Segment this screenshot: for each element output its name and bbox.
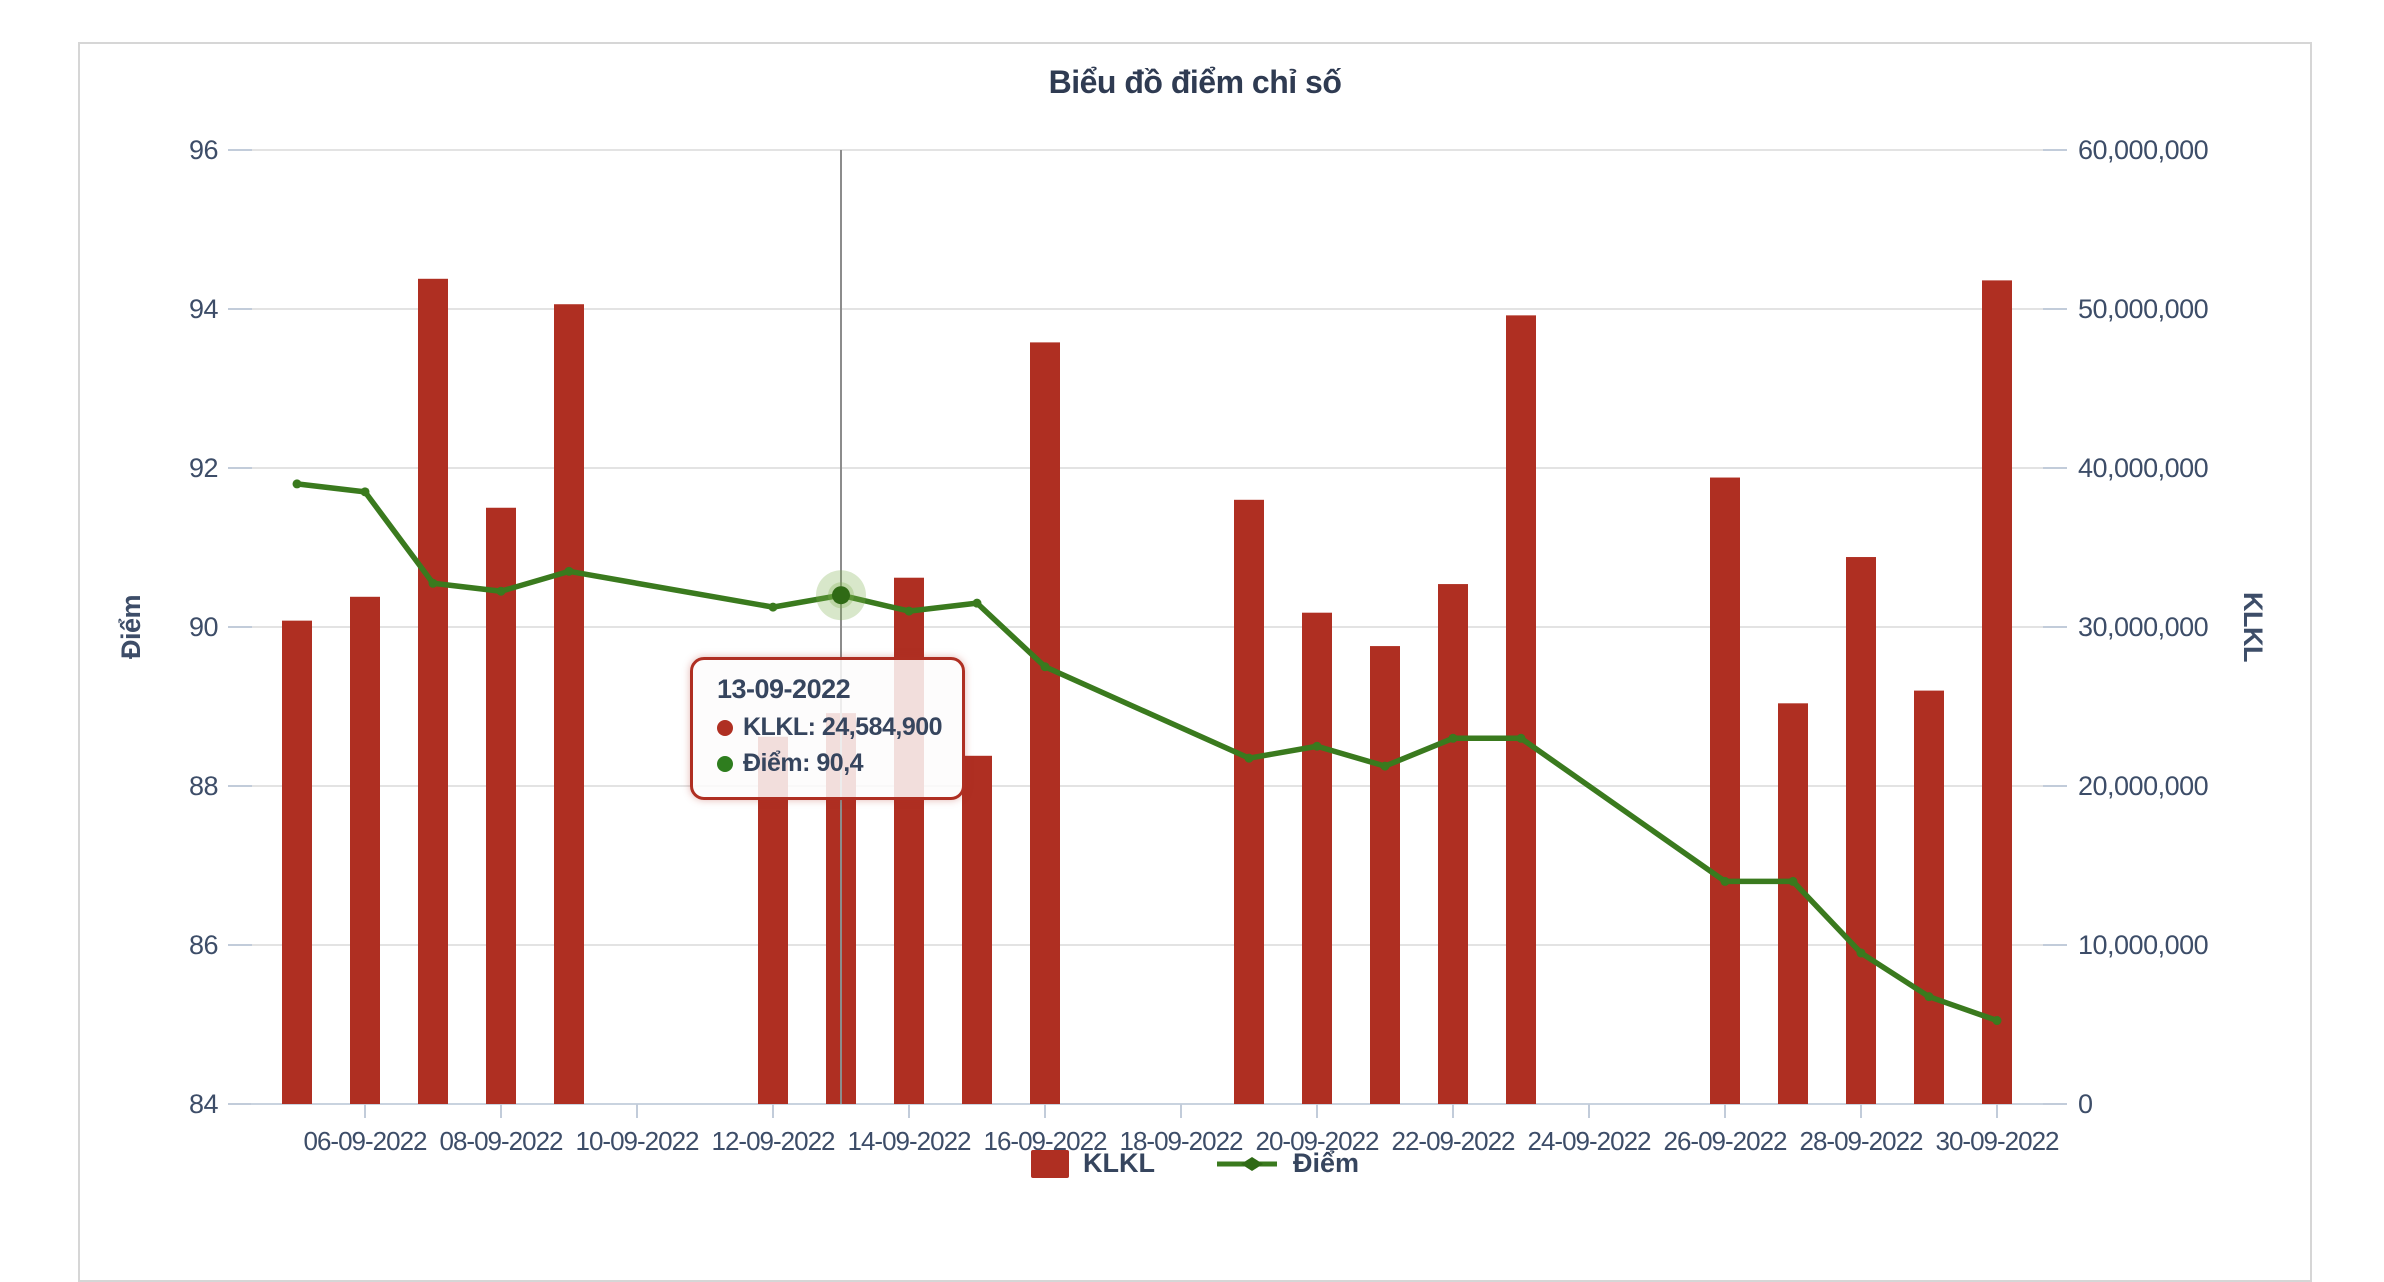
bar-19-09-2022[interactable] (1234, 499, 1264, 1104)
diem-point-15-09-2022[interactable] (972, 598, 982, 608)
diem-point-23-09-2022[interactable] (1516, 733, 1526, 743)
bar-22-09-2022[interactable] (1438, 584, 1468, 1104)
klkl-swatch-icon (1030, 1149, 1069, 1178)
right-tick-label: 40,000,000 (2078, 453, 2208, 483)
left-tick-label: 96 (189, 135, 218, 165)
tooltip-diem-value: Điểm: 90,4 (743, 749, 864, 777)
bar-23-09-2022[interactable] (1506, 315, 1536, 1104)
diem-point-19-09-2022[interactable] (1244, 753, 1254, 763)
x-tick-label: 12-09-2022 (712, 1126, 836, 1156)
right-tick-label: 0 (2078, 1089, 2093, 1119)
x-tick-label: 22-09-2022 (1392, 1126, 1516, 1156)
diem-point-07-09-2022[interactable] (428, 578, 438, 588)
left-tick-label: 90 (189, 612, 218, 642)
x-tick-label: 26-09-2022 (1664, 1126, 1788, 1156)
left-axis-title: Điểm (116, 595, 146, 659)
bar-08-09-2022[interactable] (486, 507, 516, 1104)
page-title: Biểu đồ điểm chỉ số (1048, 64, 1342, 100)
legend: KLKL Điểm (78, 1148, 2312, 1179)
chart-canvas: 96 60,000,000 94 50,000,000 92 40,000,000 90 30… (116, 135, 2268, 1156)
bar-27-09-2022[interactable] (1778, 703, 1808, 1104)
diem-point-21-09-2022[interactable] (1380, 761, 1390, 771)
x-tick-label: 24-09-2022 (1528, 1126, 1652, 1156)
bar-29-09-2022[interactable] (1914, 690, 1944, 1104)
right-tick-label: 50,000,000 (2078, 294, 2208, 324)
bar-26-09-2022[interactable] (1710, 477, 1740, 1104)
diem-point-12-09-2022[interactable] (768, 602, 778, 612)
diem-point-09-09-2022[interactable] (564, 566, 574, 576)
left-tick-label: 88 (189, 771, 218, 801)
diem-point-29-09-2022[interactable] (1924, 992, 1934, 1002)
left-tick-label: 84 (189, 1089, 219, 1119)
bar-05-09-2022[interactable] (282, 620, 312, 1104)
x-tick-label: 28-09-2022 (1800, 1126, 1924, 1156)
x-tick-label: 20-09-2022 (1256, 1126, 1380, 1156)
diem-point-14-09-2022[interactable] (904, 606, 914, 616)
left-tick-label: 92 (189, 453, 218, 483)
left-tick-label: 86 (189, 930, 218, 960)
x-tick-label: 08-09-2022 (440, 1126, 564, 1156)
bar-07-09-2022[interactable] (418, 278, 448, 1104)
legend-item-diem[interactable]: Điểm (1215, 1148, 1359, 1179)
diem-line[interactable] (294, 481, 2000, 1024)
diem-point-28-09-2022[interactable] (1856, 948, 1866, 958)
bar-30-09-2022[interactable] (1982, 280, 2012, 1104)
legend-label-diem: Điểm (1292, 1148, 1359, 1178)
legend-item-klkl[interactable]: KLKL (1030, 1148, 1155, 1179)
diem-point-05-09-2022[interactable] (292, 479, 302, 489)
x-tick-label: 06-09-2022 (304, 1126, 428, 1156)
tooltip-row-diem: Điểm: 90,4 (717, 749, 942, 778)
bar-16-09-2022[interactable] (1030, 342, 1060, 1104)
right-tick-label: 10,000,000 (2078, 930, 2208, 960)
legend-label-klkl: KLKL (1082, 1148, 1155, 1178)
left-tick-label: 94 (189, 294, 219, 324)
diem-bullet-icon (717, 755, 733, 772)
bar-21-09-2022[interactable] (1370, 646, 1400, 1104)
diem-point-16-09-2022[interactable] (1040, 662, 1050, 672)
x-tick-label: 30-09-2022 (1936, 1126, 2060, 1156)
right-tick-label: 20,000,000 (2078, 771, 2208, 801)
x-tick-label: 10-09-2022 (576, 1126, 700, 1156)
diem-point-26-09-2022[interactable] (1720, 876, 1730, 886)
diem-point-30-09-2022[interactable] (1992, 1016, 2002, 1026)
bar-28-09-2022[interactable] (1846, 557, 1876, 1104)
diem-line-marker-icon (1216, 1156, 1277, 1171)
right-axis-title: KLKL (2238, 592, 2268, 662)
diem-point-08-09-2022[interactable] (496, 586, 506, 596)
diem-point-27-09-2022[interactable] (1788, 876, 1798, 886)
diem-point-22-09-2022[interactable] (1448, 733, 1458, 743)
diem-point-06-09-2022[interactable] (360, 487, 370, 497)
bar-06-09-2022[interactable] (350, 596, 380, 1104)
tooltip: 13-09-2022 KLKL: 24,584,900 Điểm: 90,4 (690, 657, 966, 800)
x-tick-label: 14-09-2022 (848, 1126, 972, 1156)
bar-09-09-2022[interactable] (554, 304, 584, 1105)
bar-20-09-2022[interactable] (1302, 612, 1332, 1104)
x-tick-label: 18-09-2022 (1120, 1126, 1244, 1156)
tooltip-row-klkl: KLKL: 24,584,900 (717, 713, 943, 742)
right-tick-label: 60,000,000 (2078, 135, 2208, 165)
tooltip-klkl-value: KLKL: 24,584,900 (743, 713, 943, 741)
bar-15-09-2022[interactable] (962, 755, 992, 1104)
hover-point-marker (832, 586, 850, 605)
tooltip-date: 13-09-2022 (717, 674, 851, 704)
klkl-bullet-icon (717, 719, 733, 736)
right-tick-label: 30,000,000 (2078, 612, 2208, 642)
diem-point-20-09-2022[interactable] (1312, 741, 1322, 751)
